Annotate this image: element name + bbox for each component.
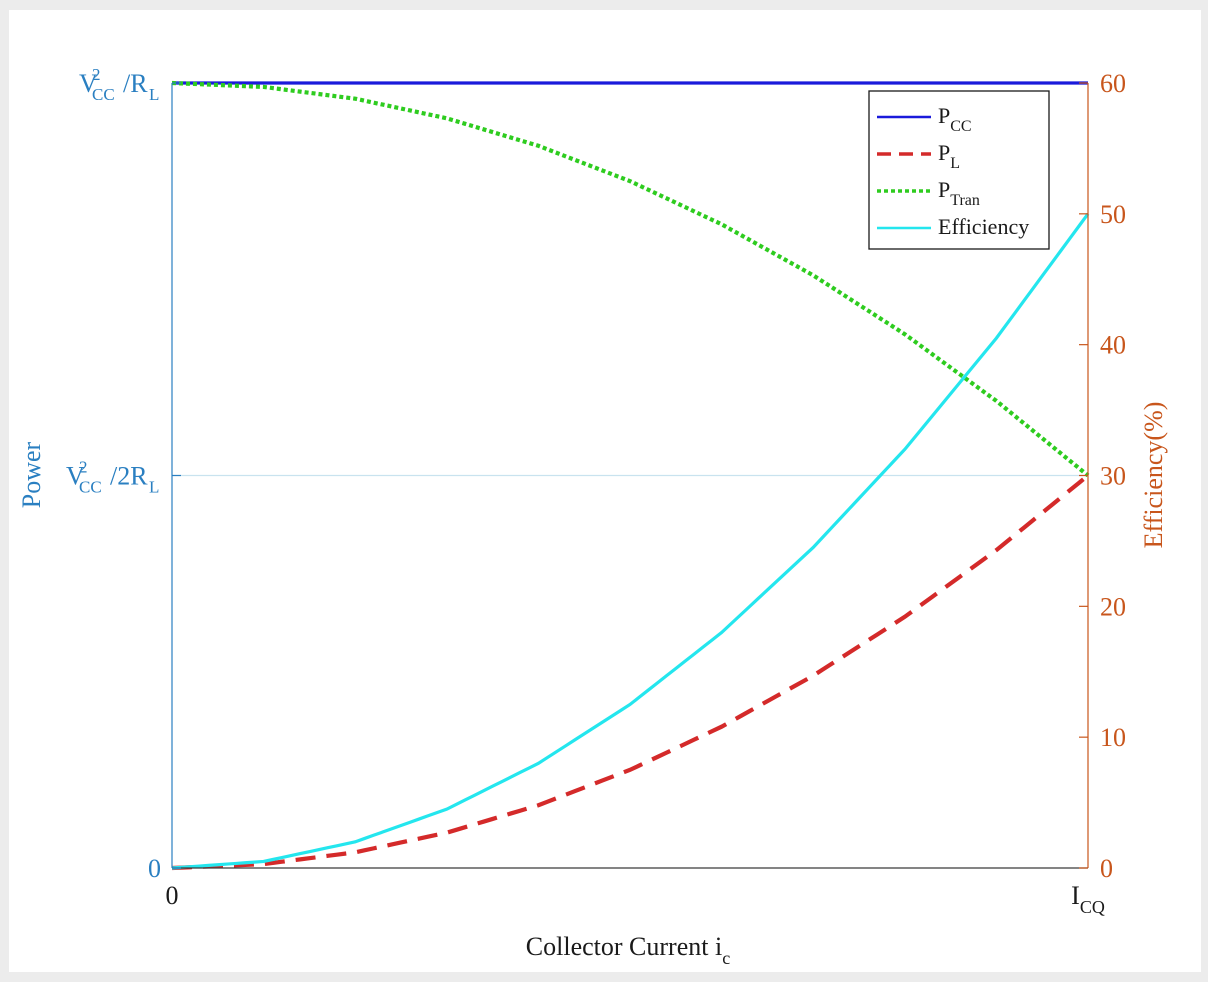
x-tick-label: ICQ: [1071, 881, 1105, 917]
right-tick-label: 30: [1100, 462, 1126, 491]
left-tick-label-0: 0: [148, 854, 161, 883]
left-tick-label-2: V2 CC/RL: [79, 65, 159, 104]
left-tick-label-1: V2 CC/2RL: [66, 458, 159, 497]
plot-area: [171, 80, 1090, 871]
legend-label: PL: [938, 140, 960, 172]
series-line-efficiency: [171, 212, 1090, 870]
left-axis-label: Power: [17, 441, 46, 508]
legend-label: PTran: [938, 177, 980, 209]
series-layer: [171, 80, 1090, 871]
legend-label: PCC: [938, 103, 972, 135]
legend-label: Efficiency: [938, 214, 1029, 239]
right-axis-label: Efficiency(%): [1139, 402, 1168, 549]
left-tick-text: 0: [148, 854, 161, 883]
x-axis-label-subscript: c: [722, 948, 730, 968]
right-tick-label: 40: [1100, 331, 1126, 360]
x-axis-ticks: 0 ICQ: [166, 881, 1105, 917]
x-tick-label: 0: [166, 881, 179, 910]
series-line-ptran: [171, 80, 1090, 478]
right-tick-label: 10: [1100, 723, 1126, 752]
left-tick-text: V2 CC/RL: [79, 65, 159, 104]
x-axis-label: Collector Current ic: [526, 932, 730, 968]
series-line-pl: [171, 473, 1090, 871]
right-tick-label: 60: [1100, 69, 1126, 98]
right-tick-label: 50: [1100, 200, 1126, 229]
right-tick-label: 0: [1100, 854, 1113, 883]
left-axis-ticks: 0 V2 CC/2RL V2 CC/RL: [66, 65, 181, 883]
right-tick-label: 20: [1100, 592, 1126, 621]
left-tick-text: V2 CC/2RL: [66, 458, 159, 497]
right-axis-ticks: 0 10 20 30 40 50 60: [1079, 69, 1126, 883]
legend: PCC PL PTran Efficiency: [868, 90, 1050, 250]
